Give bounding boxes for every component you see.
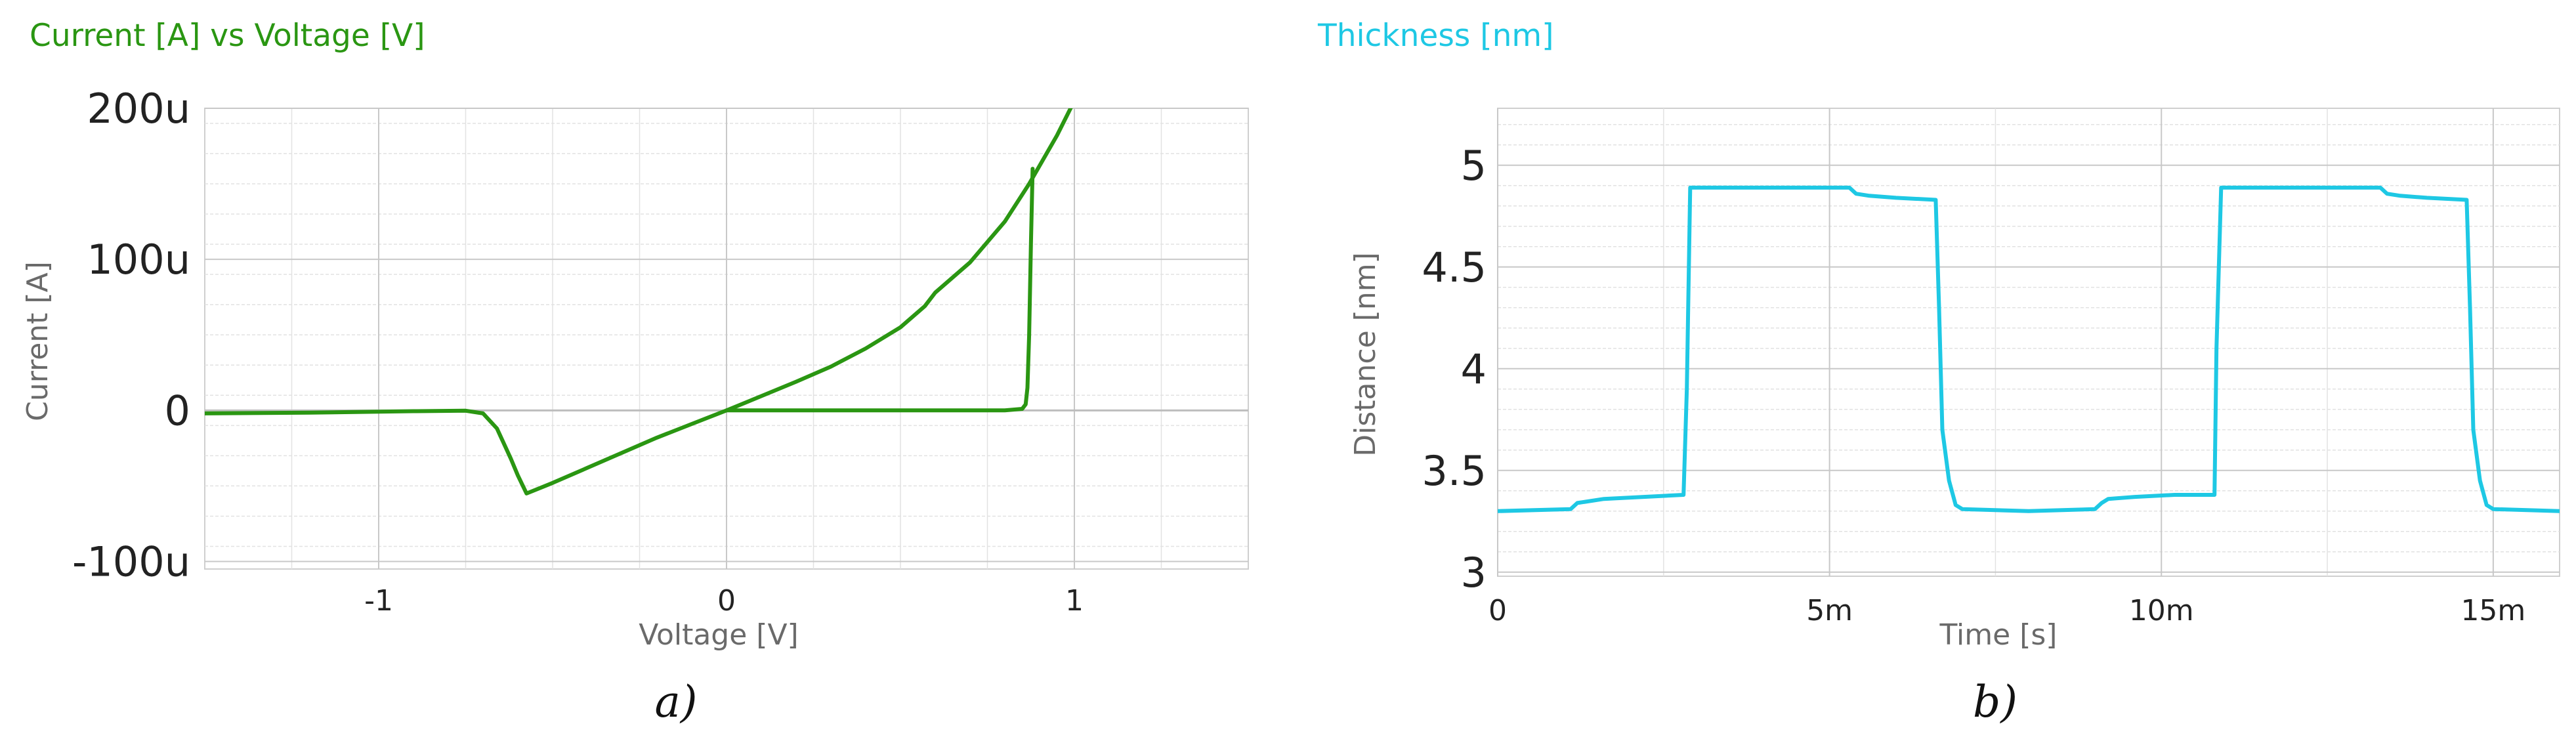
y-tick-label: 3.5 — [1422, 447, 1487, 495]
chart-b-title: Thickness [nm] — [1317, 18, 1553, 54]
x-tick-label: 0 — [717, 584, 736, 618]
chart-b-xlabel: Time [s] — [1939, 618, 2058, 652]
y-tick-label: 0 — [165, 387, 190, 434]
y-tick-label: 4.5 — [1422, 243, 1487, 291]
y-tick-label: 4 — [1461, 345, 1487, 393]
chart-a-title: Current [A] vs Voltage [V] — [30, 18, 425, 54]
chart-a-ticks: -1 0 1 -100u 0 100u 200u — [72, 85, 1084, 618]
x-tick-label: 0 — [1489, 594, 1507, 627]
series-line-1 — [1498, 185, 2560, 513]
chart-b: Thickness [nm] 0 5m 10m 15m 3 3.5 4 4.5 5 Time [… — [1317, 18, 2560, 727]
y-tick-label: 100u — [87, 236, 190, 284]
y-tick-label: 3 — [1461, 549, 1487, 597]
x-tick-label: 10m — [2129, 594, 2194, 627]
x-tick-label: 1 — [1065, 584, 1084, 618]
chart-a-grid — [205, 108, 1248, 569]
x-tick-label: -1 — [364, 584, 393, 618]
chart-b-ticks: 0 5m 10m 15m 3 3.5 4 4.5 5 — [1422, 142, 2525, 627]
chart-b-plot-area — [1497, 108, 2560, 577]
x-tick-label: 15m — [2460, 594, 2525, 627]
chart-a-caption: a) — [654, 677, 697, 727]
chart-a-xlabel: Voltage [V] — [639, 618, 798, 652]
chart-a-ylabel: Current [A] — [21, 261, 54, 421]
y-tick-label: -100u — [72, 538, 190, 585]
chart-b-grid — [1497, 108, 2560, 576]
chart-b-lines — [1498, 185, 2560, 513]
chart-a: Current [A] vs Voltage [V] -1 0 1 -100u 0 100… — [21, 18, 1249, 727]
x-tick-label: 5m — [1806, 594, 1853, 627]
y-tick-label: 200u — [87, 85, 190, 133]
chart-a-lines — [205, 108, 1073, 496]
chart-b-ylabel: Distance [nm] — [1349, 252, 1382, 456]
series-line-2 — [725, 167, 1035, 413]
chart-b-caption: b) — [1973, 677, 2017, 727]
y-tick-label: 5 — [1461, 142, 1487, 190]
